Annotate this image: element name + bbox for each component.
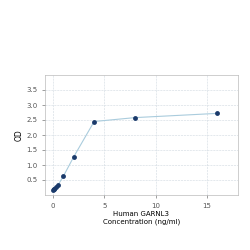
- Point: [92, 120, 96, 124]
- Point: [133, 116, 137, 119]
- Point: [215, 112, 219, 116]
- Point: [62, 174, 66, 178]
- Point: [54, 185, 58, 189]
- Point: [72, 155, 76, 159]
- Point: [51, 188, 55, 192]
- X-axis label: Human GARNL3
Concentration (ng/ml): Human GARNL3 Concentration (ng/ml): [103, 212, 180, 225]
- Y-axis label: OD: OD: [14, 129, 23, 141]
- Point: [52, 187, 56, 191]
- Point: [52, 187, 56, 191]
- Point: [56, 182, 60, 186]
